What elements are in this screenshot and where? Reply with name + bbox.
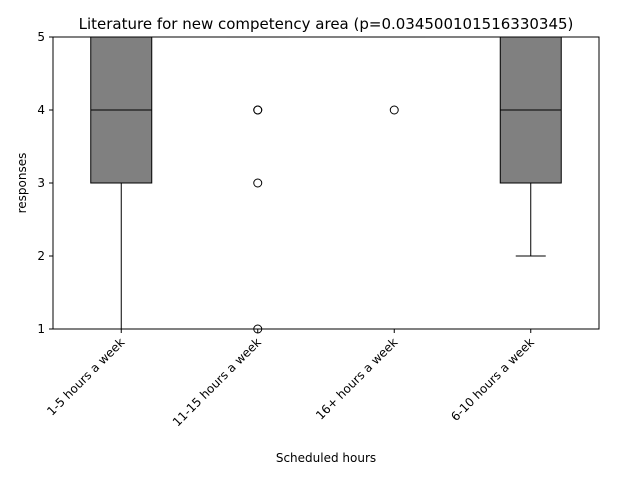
plot-frame: [52, 36, 600, 330]
y-tick-label: 2: [37, 249, 45, 263]
outlier-point: [253, 178, 263, 188]
chart-title: Literature for new competency area (p=0.…: [79, 15, 574, 33]
y-tick-label: 4: [37, 103, 45, 117]
outlier-point: [253, 105, 263, 115]
y-axis: 1 2 3 4 5: [37, 30, 53, 336]
y-axis-label: responses: [15, 153, 29, 214]
x-axis-label: Scheduled hours: [276, 451, 376, 465]
outlier-point: [389, 105, 399, 115]
y-tick-label: 1: [37, 322, 45, 336]
y-tick-label: 5: [37, 30, 45, 44]
box-4: [499, 36, 562, 257]
y-tick-label: 3: [37, 176, 45, 190]
